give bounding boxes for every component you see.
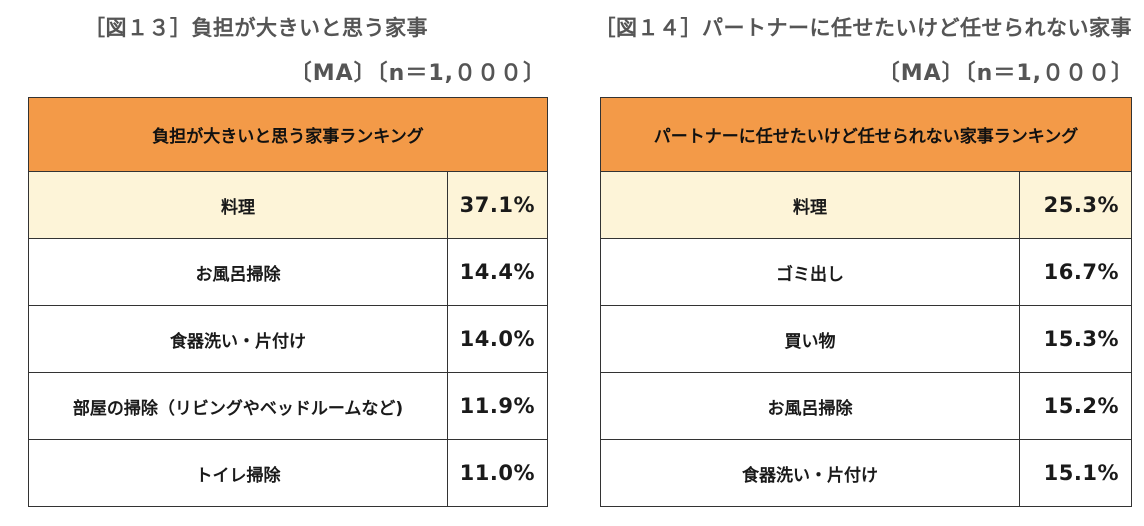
percentage-value: 37.1%	[447, 171, 548, 239]
table-header-row: パートナーに任せたいけど任せられない家事ランキング	[600, 97, 1132, 172]
chore-label: ゴミ出し	[600, 238, 1020, 306]
percentage-value: 15.1%	[1019, 439, 1132, 507]
ranking-rows: 料理 37.1% お風呂掃除 14.4% 食器洗い・片付け 14.0% 部屋の掃除（リビング…	[28, 171, 548, 507]
figure-14-panel: ［図１４］パートナーに任せたいけど任せられない家事 〔MA〕〔n＝1,０００〕 …	[595, 0, 1138, 526]
table-row: トイレ掃除 11.0%	[28, 439, 548, 507]
table-header-row: 負担が大きいと思う家事ランキング	[28, 97, 548, 172]
figure-14-title: ［図１４］パートナーに任せたいけど任せられない家事	[594, 16, 1132, 40]
percentage-value: 15.2%	[1019, 372, 1132, 440]
figure-14-sample-note: 〔MA〕〔n＝1,０００〕	[877, 61, 1134, 86]
table-row: 食器洗い・片付け 14.0%	[28, 305, 548, 373]
chore-label: お風呂掃除	[600, 372, 1020, 440]
chore-label: 食器洗い・片付け	[28, 305, 448, 373]
table-row: 部屋の掃除（リビングやベッドルームなど) 11.9%	[28, 372, 548, 440]
ranking-header: パートナーに任せたいけど任せられない家事ランキング	[600, 97, 1132, 172]
table-row: お風呂掃除 15.2%	[600, 372, 1132, 440]
chore-label: 料理	[28, 171, 448, 239]
table-row: ゴミ出し 16.7%	[600, 238, 1132, 306]
table-row: 料理 37.1%	[28, 171, 548, 239]
percentage-value: 15.3%	[1019, 305, 1132, 373]
figure-14-ranking-table: パートナーに任せたいけど任せられない家事ランキング 料理 25.3% ゴミ出し 16.…	[600, 97, 1132, 507]
table-row: 食器洗い・片付け 15.1%	[600, 439, 1132, 507]
percentage-value: 11.9%	[447, 372, 548, 440]
table-row: 料理 25.3%	[600, 171, 1132, 239]
percentage-value: 16.7%	[1019, 238, 1132, 306]
table-row: お風呂掃除 14.4%	[28, 238, 548, 306]
chore-label: お風呂掃除	[28, 238, 448, 306]
percentage-value: 11.0%	[447, 439, 548, 507]
percentage-value: 14.4%	[447, 238, 548, 306]
ranking-rows: 料理 25.3% ゴミ出し 16.7% 買い物 15.3% お風呂掃除 15.2% 食器洗い・片…	[600, 171, 1132, 507]
figure-13-ranking-table: 負担が大きいと思う家事ランキング 料理 37.1% お風呂掃除 14.4% 食器洗い・片…	[28, 97, 548, 507]
ranking-header: 負担が大きいと思う家事ランキング	[28, 97, 548, 172]
figure-13-title: ［図１３］負担が大きいと思う家事	[84, 16, 428, 40]
chore-label: 料理	[600, 171, 1020, 239]
chore-label: トイレ掃除	[28, 439, 448, 507]
percentage-value: 25.3%	[1019, 171, 1132, 239]
percentage-value: 14.0%	[447, 305, 548, 373]
chore-label: 買い物	[600, 305, 1020, 373]
figure-13-panel: ［図１３］負担が大きいと思う家事 〔MA〕〔n＝1,０００〕 負担が大きいと思う…	[28, 0, 550, 526]
figure-13-sample-note: 〔MA〕〔n＝1,０００〕	[289, 61, 546, 86]
table-row: 買い物 15.3%	[600, 305, 1132, 373]
chore-label: 食器洗い・片付け	[600, 439, 1020, 507]
chore-label: 部屋の掃除（リビングやベッドルームなど)	[28, 372, 448, 440]
